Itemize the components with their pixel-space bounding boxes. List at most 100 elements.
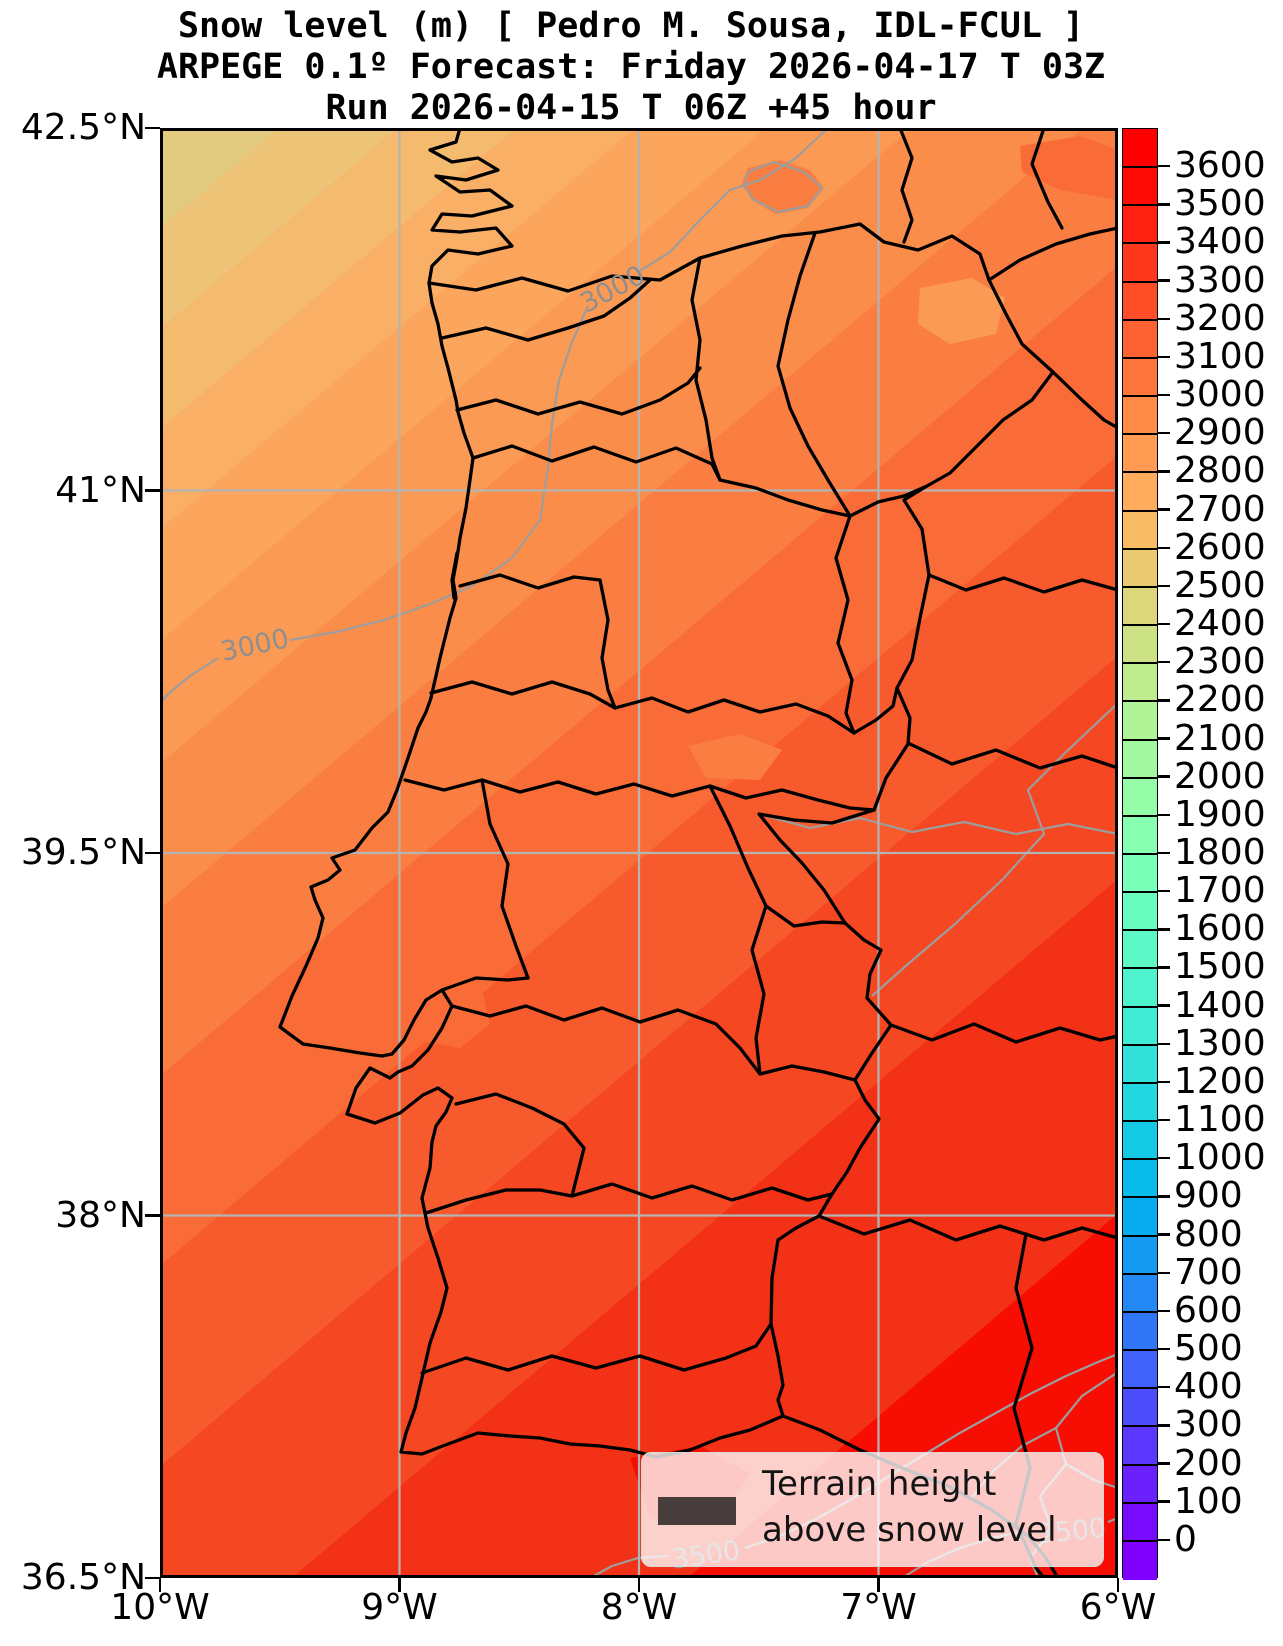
y-axis-tick-label: 39.5°N [20, 832, 146, 873]
colorbar-tick-label: 1000 [1174, 1137, 1266, 1179]
colorbar-segment [1123, 1082, 1157, 1122]
colorbar-segment [1123, 1464, 1157, 1504]
colorbar-tick-label: 3000 [1174, 374, 1266, 416]
colorbar-level-line [1123, 1081, 1157, 1084]
colorbar-tick [1158, 1233, 1170, 1236]
colorbar-tick [1158, 1080, 1170, 1084]
colorbar-tick-label: 500 [1174, 1328, 1243, 1370]
colorbar-tick-label: 700 [1174, 1251, 1243, 1293]
colorbar-segment [1123, 1311, 1157, 1351]
colorbar-level-line [1123, 814, 1157, 817]
colorbar-segment [1123, 625, 1157, 664]
colorbar-tick [1158, 432, 1170, 435]
colorbar-tick [1158, 851, 1170, 855]
colorbar-tick [1158, 813, 1170, 817]
colorbar-level-line [1123, 853, 1157, 855]
y-axis-tick [145, 1214, 160, 1217]
colorbar-tick [1158, 1195, 1170, 1198]
snow-level-contour-map: 3000 3000 3500 3500 [160, 128, 1118, 1578]
colorbar-tick-label: 3300 [1174, 259, 1266, 301]
colorbar-segment [1123, 1006, 1157, 1046]
colorbar-level-line [1123, 242, 1157, 245]
colorbar-tick [1158, 1538, 1170, 1542]
colorbar-level-line [1123, 967, 1157, 970]
colorbar-level-line [1123, 624, 1157, 627]
y-axis-tick-label: 42.5°N [20, 107, 146, 148]
colorbar-level-line [1123, 1158, 1157, 1161]
colorbar-segment [1123, 854, 1157, 893]
colorbar-tick-label: 2600 [1174, 526, 1266, 568]
colorbar-level-line [1123, 1005, 1157, 1008]
colorbar-tick-label: 2700 [1174, 488, 1266, 530]
colorbar-tick-label: 3600 [1174, 145, 1266, 187]
colorbar-tick-label: 2800 [1174, 450, 1266, 492]
legend-line-2: above snow level [762, 1510, 1057, 1550]
colorbar-tick-label: 3500 [1174, 183, 1266, 225]
colorbar-segment [1123, 1044, 1157, 1084]
colorbar-level-line [1123, 1272, 1157, 1275]
colorbar-tick-label: 1800 [1174, 832, 1266, 873]
colorbar-segment [1123, 1388, 1157, 1428]
colorbar-segment [1123, 1197, 1157, 1237]
colorbar-tick [1158, 317, 1170, 320]
colorbar-segment [1123, 1502, 1157, 1542]
colorbar-level-line [1123, 1501, 1157, 1504]
colorbar-segment [1123, 586, 1157, 626]
colorbar-tick-label: 2400 [1174, 603, 1266, 645]
legend-swatch-terrain [658, 1497, 736, 1525]
colorbar-level-line [1123, 700, 1157, 703]
colorbar-level-line [1123, 1349, 1157, 1352]
colorbar-level-line [1123, 1425, 1157, 1428]
y-axis-tick [145, 851, 160, 855]
colorbar-tick-label: 1300 [1174, 1022, 1266, 1064]
colorbar-tick-label: 2300 [1174, 641, 1266, 683]
colorbar-tick [1158, 241, 1170, 244]
y-axis-tick [145, 1576, 160, 1580]
colorbar-tick [1158, 966, 1170, 969]
coastline-and-boundaries [278, 128, 1118, 1578]
colorbar-level-line [1123, 1463, 1157, 1466]
colorbar-tick [1158, 1118, 1170, 1122]
colorbar-segment [1123, 243, 1157, 283]
colorbar-segment [1123, 701, 1157, 741]
colorbar-tick [1158, 470, 1170, 473]
map-legend: Terrain height above snow level [641, 1452, 1104, 1567]
colorbar-tick [1158, 1347, 1170, 1351]
colorbar-tick-label: 3400 [1174, 221, 1266, 263]
x-axis-tick [637, 1578, 641, 1592]
y-axis-tick [145, 126, 160, 130]
colorbar-level-line [1123, 1043, 1157, 1046]
colorbar-level-line [1123, 1234, 1157, 1237]
colorbar-level-line [1123, 1310, 1157, 1313]
colorbar-tick-label: 1500 [1174, 946, 1266, 988]
title-line-2: ARPEGE 0.1º Forecast: Friday 2026-04-17 … [156, 47, 1106, 87]
colorbar-segment [1123, 777, 1157, 817]
colorbar-tick [1158, 889, 1170, 893]
colorbar-tick [1158, 1500, 1170, 1503]
colorbar-level-line [1123, 280, 1157, 283]
colorbar-segment [1123, 129, 1157, 168]
colorbar-segment [1123, 930, 1157, 970]
colorbar-tick [1158, 393, 1170, 397]
x-axis-tick [158, 1578, 162, 1592]
colorbar-level-line [1123, 395, 1157, 398]
colorbar-tick-label: 800 [1174, 1213, 1243, 1255]
colorbar-tick-label: 200 [1174, 1442, 1243, 1484]
colorbar-tick [1158, 279, 1170, 282]
figure-title: Snow level (m) [ Pedro M. Sousa, IDL-FCU… [0, 6, 1262, 129]
colorbar-tick-label: 600 [1174, 1289, 1243, 1331]
map-border [160, 128, 1118, 1578]
colorbar-tick [1158, 203, 1170, 206]
map-gridlines [160, 128, 1118, 1578]
colorbar-segment [1123, 1350, 1157, 1389]
colorbar-tick [1158, 622, 1170, 626]
colorbar [1122, 128, 1158, 1580]
legend-line-1: Terrain height [762, 1464, 997, 1504]
colorbar-segment [1123, 663, 1157, 703]
colorbar-tick-label: 3100 [1174, 335, 1266, 377]
colorbar-tick [1158, 1386, 1170, 1389]
x-axis-tick-label: 8°W [600, 1587, 678, 1628]
colorbar-tick [1158, 928, 1170, 931]
title-line-3: Run 2026-04-15 T 06Z +45 hour [325, 88, 937, 128]
